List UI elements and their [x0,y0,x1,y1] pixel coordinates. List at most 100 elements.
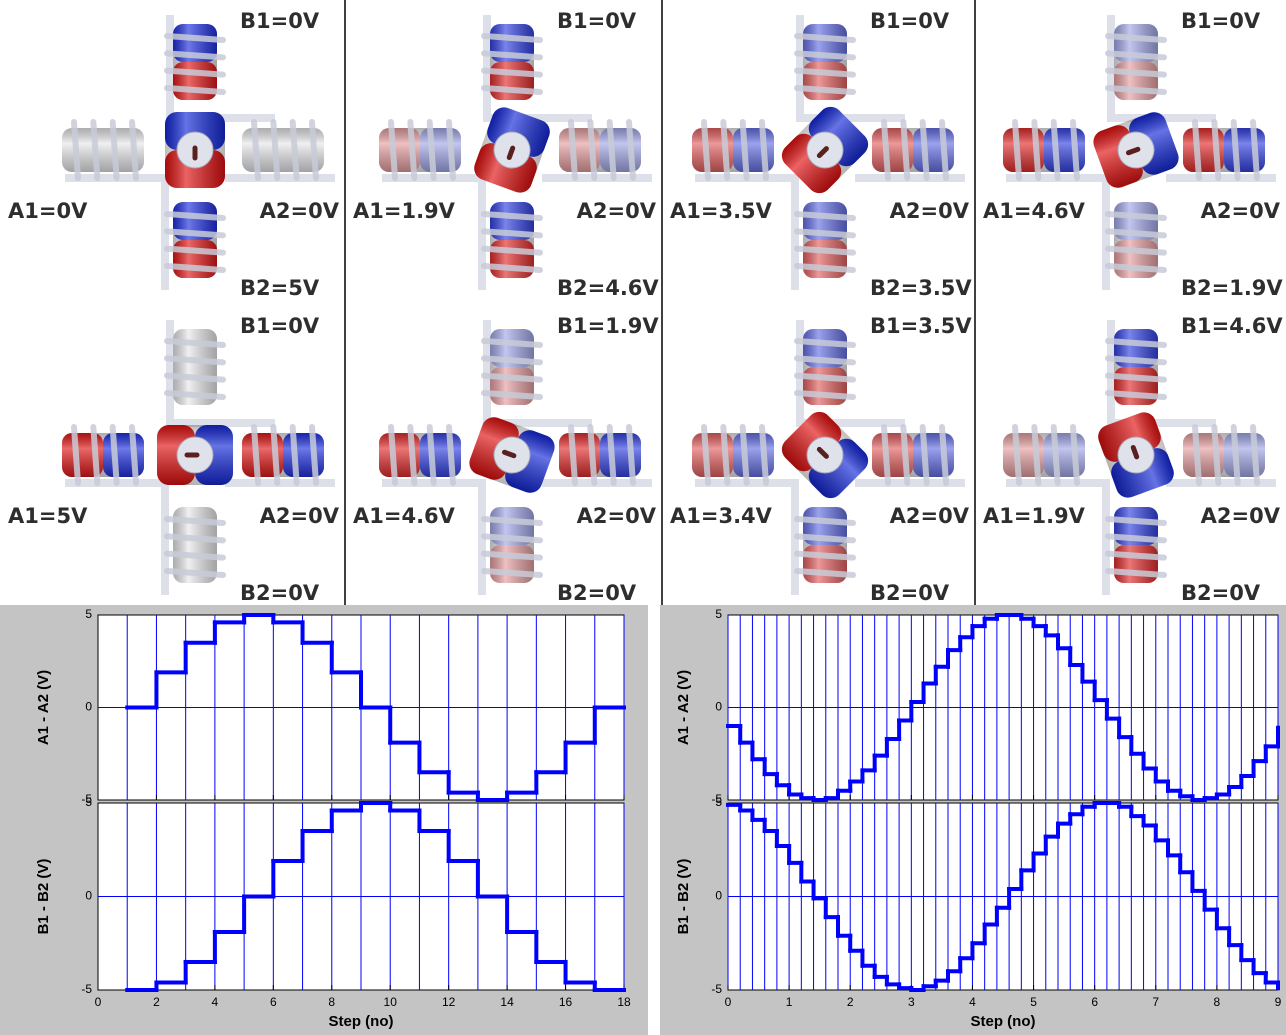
motor-panel: B1=4.6V A1=1.9V A2=0V B2=0V [983,314,1283,605]
x-tick-label: 7 [1152,995,1159,1009]
label-b2: B2=0V [1181,581,1261,605]
coil-winding [481,67,543,78]
label-b1: B1=0V [1181,9,1261,33]
coil-winding [446,119,456,181]
coil-winding [794,263,856,273]
coil-shade [490,329,534,405]
coil-shade [803,329,847,405]
x-tick-label: 0 [95,995,102,1009]
y-tick-label: 0 [715,700,722,714]
coil-winding [164,550,226,561]
x-tick-label: 14 [500,995,514,1009]
coil-winding [164,263,226,273]
y-tick-label: -5 [81,982,92,996]
x-tick-label: 5 [1030,995,1037,1009]
coil-shade [1003,433,1085,477]
coil-winding [481,245,543,256]
coil-shade [1114,24,1158,100]
label-a2: A2=0V [260,199,340,223]
coil-winding [164,390,226,400]
coil-winding [164,533,226,544]
coil-winding [701,119,711,181]
coil-shade [173,507,217,583]
coil-winding [309,119,319,181]
y-tick-label: 0 [715,889,722,903]
coil-shade [559,433,641,477]
coil-winding [426,119,437,181]
coil-winding [881,424,891,486]
coil-winding [1031,424,1042,486]
coil-winding [164,355,226,366]
coil-winding [446,424,456,486]
coil-winding [794,211,856,221]
rotor [781,411,869,499]
coil-winding [1105,568,1167,578]
coil-winding [626,424,636,486]
motor-panel: B1=0V A1=0V A2=0V B2=5V [8,9,340,300]
coil-winding [720,119,731,181]
coil-shade [62,433,144,477]
coil-winding [164,516,226,526]
shaft-mark [1125,146,1141,156]
coil-winding [568,119,578,181]
coil-winding [919,424,930,486]
y-axis-label: B1 - B2 (V) [35,859,52,935]
coil-winding [251,424,261,486]
x-tick-label: 4 [969,995,976,1009]
coil-winding [407,424,418,486]
shaft-mark [816,446,829,459]
shaft-mark [1130,444,1140,460]
coil-winding [481,372,543,383]
coil-winding [900,119,911,181]
label-b1: B1=4.6V [1181,314,1283,338]
coil-winding [164,568,226,578]
x-tick-label: 16 [559,995,573,1009]
coil-winding [1050,424,1061,486]
coil-winding [129,424,139,486]
label-b1: B1=0V [870,9,950,33]
coil-winding [626,119,636,181]
coil-winding [481,568,543,578]
y-tick-label: 5 [85,795,92,809]
coil-winding [109,424,120,486]
coil-shade [490,24,534,100]
coil-winding [481,516,543,526]
coil-shade [1114,202,1158,278]
x-tick-label: 1 [786,995,793,1009]
coil-shade [62,128,144,172]
coil-winding [481,263,543,273]
coil-winding [794,50,856,61]
coil-winding [164,211,226,221]
label-a2: A2=0V [577,504,657,528]
coil-winding [568,424,578,486]
coil-winding [701,424,711,486]
motor-panel: B1=1.9V A1=4.6V A2=0V B2=0V [353,314,659,605]
coil-winding [481,550,543,561]
rotor [469,417,555,493]
coil-winding [481,228,543,239]
coil-winding [1105,228,1167,239]
coil-winding [90,424,101,486]
label-b1: B1=3.5V [870,314,972,338]
label-b2: B2=3.5V [870,276,972,300]
coil-shade [559,128,641,172]
x-tick-label: 18 [617,995,631,1009]
coil-winding [919,119,930,181]
coil-winding [251,119,261,181]
coil-winding [939,424,949,486]
coil-shade [173,329,217,405]
label-a1: A1=1.9V [983,504,1086,528]
shaft-mark [816,146,829,159]
label-a2: A2=0V [890,199,970,223]
label-b1: B1=0V [557,9,637,33]
coil-winding [481,33,543,43]
x-tick-label: 3 [908,995,915,1009]
coil-winding [739,119,750,181]
coil-winding [1105,67,1167,78]
y-tick-label: 5 [85,607,92,621]
rotor [474,107,550,193]
coil-winding [720,424,731,486]
coil-shade [803,24,847,100]
coil-winding [794,550,856,561]
